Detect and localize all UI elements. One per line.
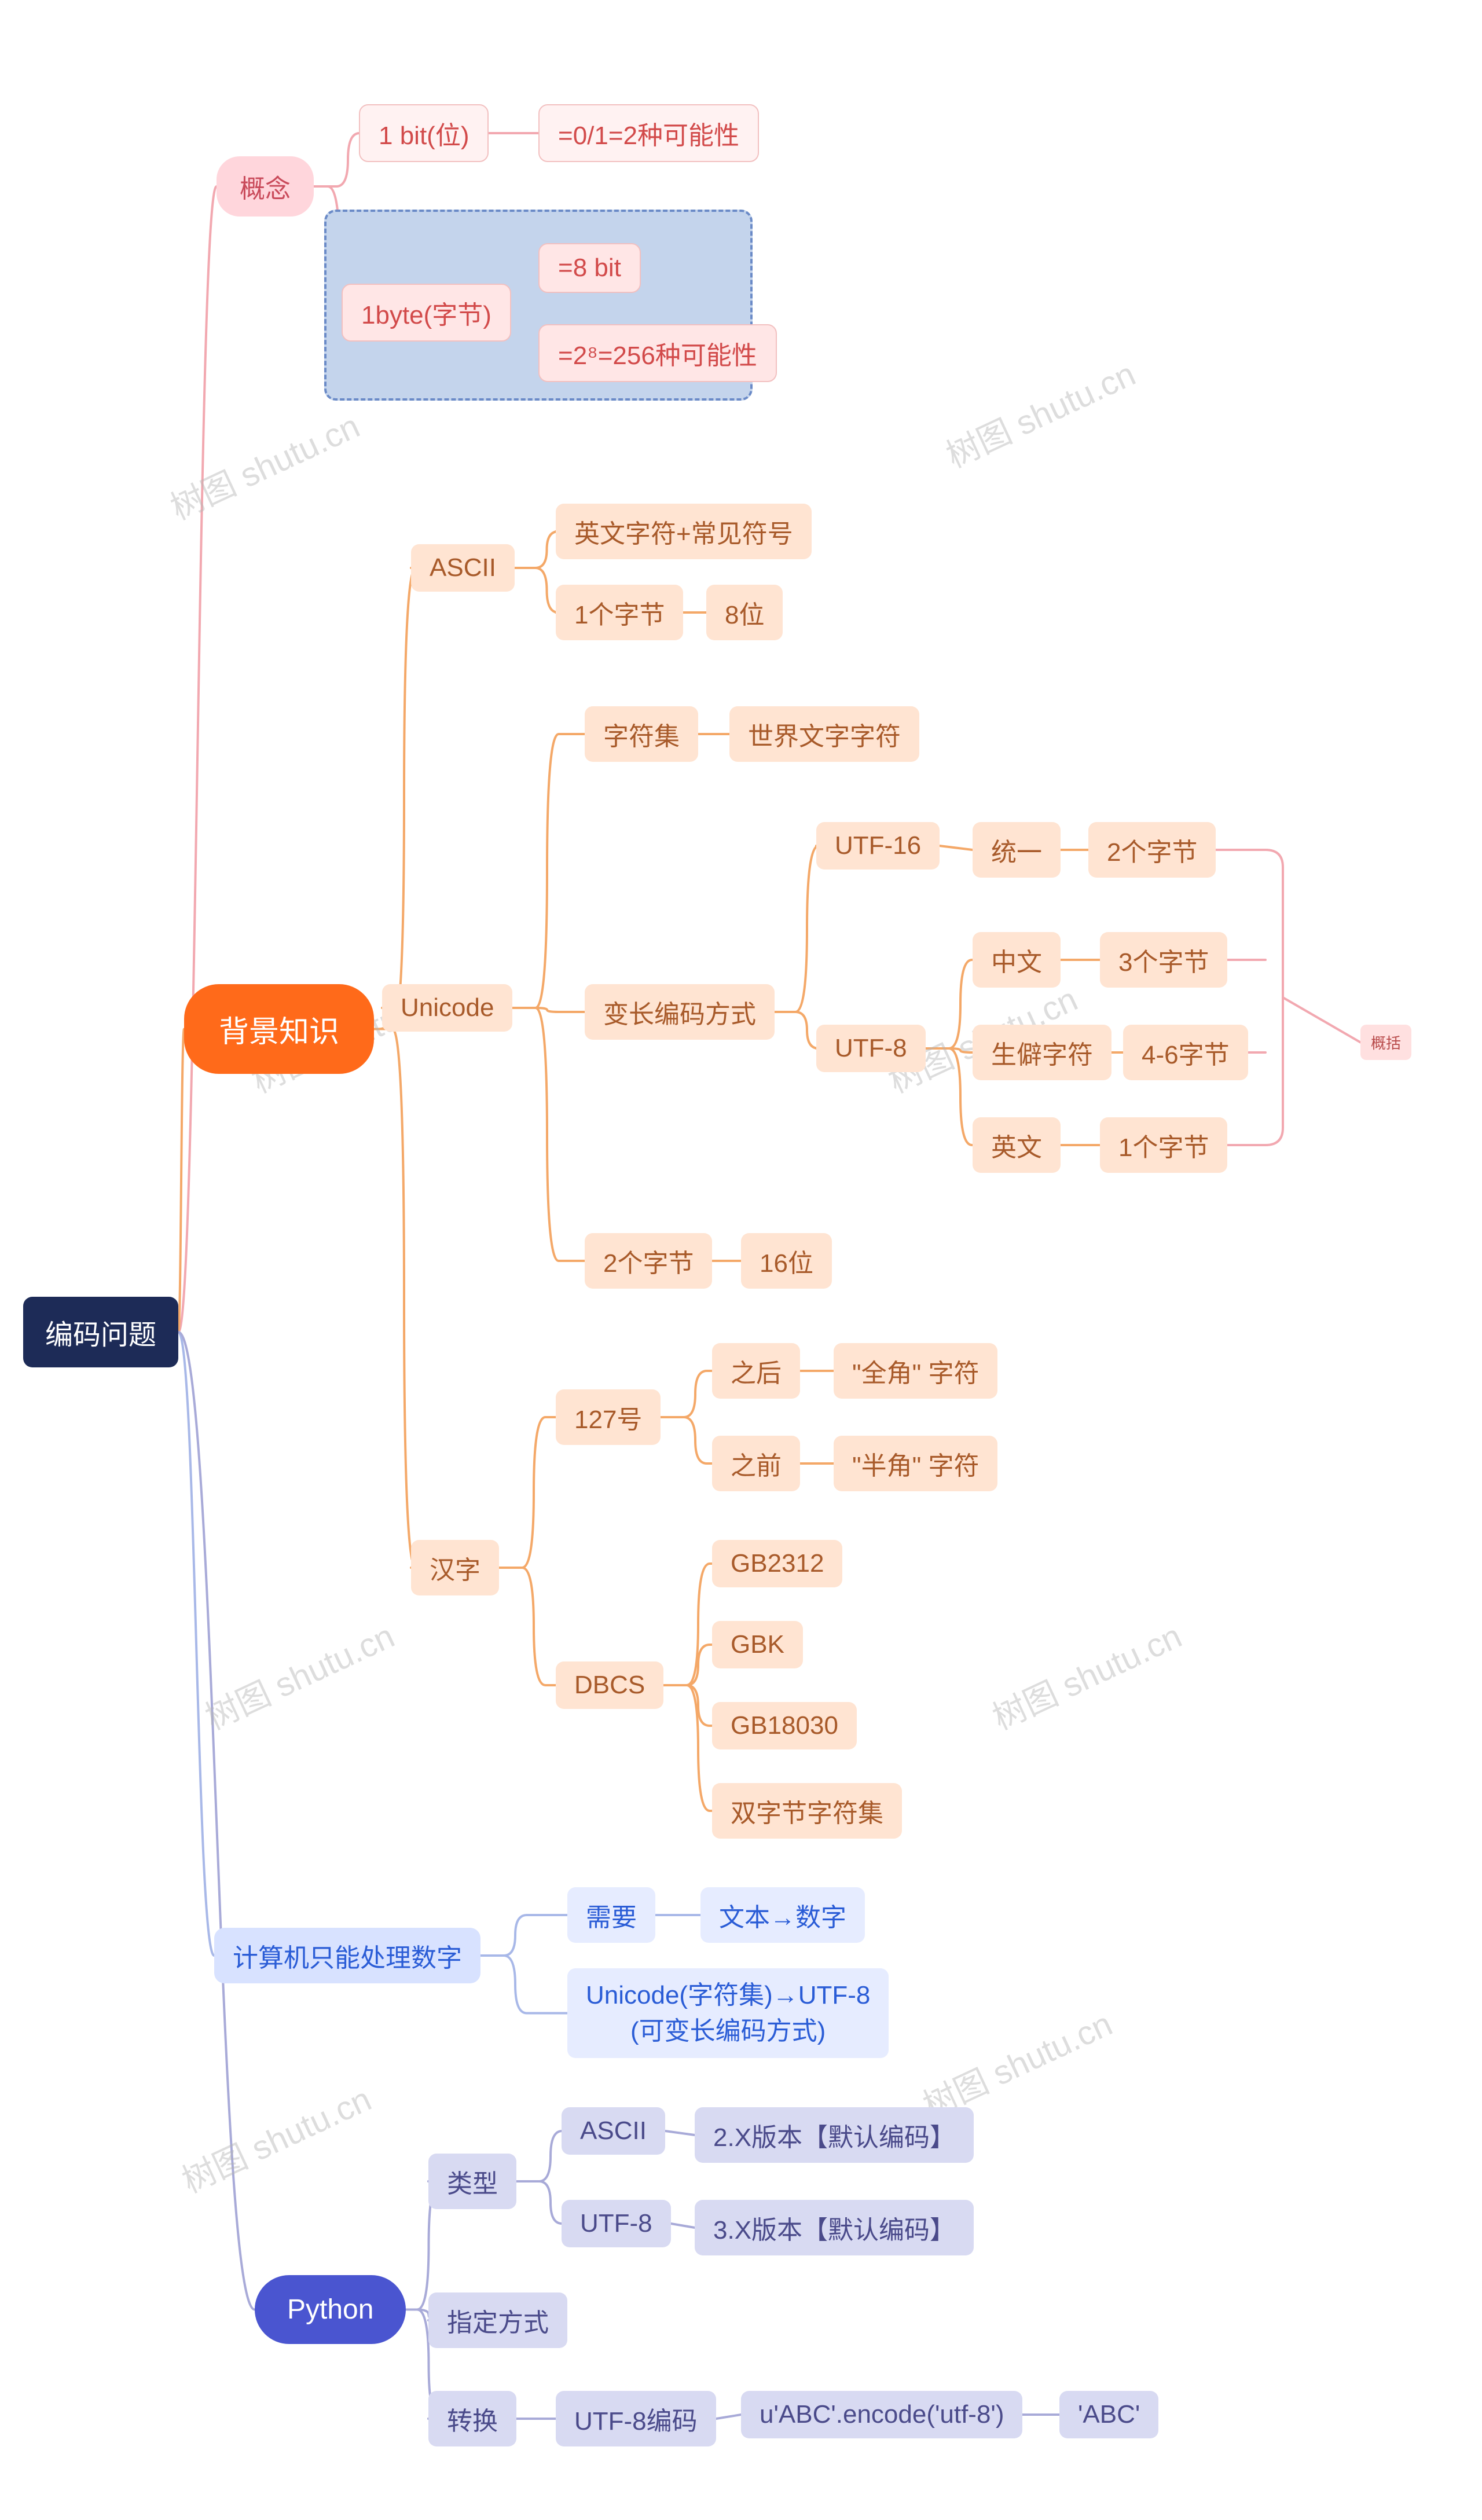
- node-spec[interactable]: 指定方式: [428, 2292, 567, 2348]
- watermark: 树图 shutu.cn: [162, 399, 366, 530]
- node-uni_varlen[interactable]: 变长编码方式: [585, 984, 775, 1040]
- watermark: 树图 shutu.cn: [984, 1609, 1188, 1740]
- node-ascii_en[interactable]: 英文字符+常见符号: [556, 504, 812, 559]
- node-byte8[interactable]: =8 bit: [538, 243, 641, 293]
- node-utf8_en[interactable]: 英文: [973, 1117, 1061, 1173]
- node-utf8[interactable]: UTF-8: [816, 1025, 926, 1072]
- watermark: 树图 shutu.cn: [937, 347, 1142, 478]
- node-concept[interactable]: 概念: [217, 156, 314, 217]
- node-t_utf8[interactable]: UTF-8: [562, 2200, 671, 2247]
- node-dbcs[interactable]: DBCS: [556, 1661, 663, 1709]
- node-python[interactable]: Python: [255, 2275, 406, 2344]
- node-t_utf8_v[interactable]: 3.X版本【默认编码】: [695, 2200, 974, 2255]
- node-utf16_2b[interactable]: 2个字节: [1088, 822, 1216, 878]
- node-dbcs_set[interactable]: 双字节字符集: [712, 1783, 902, 1839]
- node-uni_world[interactable]: 世界文字字符: [729, 706, 919, 762]
- node-uni_16bit[interactable]: 16位: [741, 1233, 832, 1289]
- node-comp_num[interactable]: 计算机只能处理数字: [214, 1928, 480, 1983]
- node-uni_2b[interactable]: 2个字节: [585, 1233, 712, 1289]
- node-ascii[interactable]: ASCII: [411, 544, 515, 592]
- node-type[interactable]: 类型: [428, 2154, 516, 2209]
- node-conv_utf8[interactable]: UTF-8编码: [556, 2391, 716, 2446]
- node-unicode[interactable]: Unicode: [382, 984, 512, 1032]
- node-t_ascii_v[interactable]: 2.X版本【默认编码】: [695, 2107, 974, 2163]
- node-hanzi[interactable]: 汉字: [411, 1540, 499, 1595]
- node-t_ascii[interactable]: ASCII: [562, 2107, 665, 2155]
- node-gb18030[interactable]: GB18030: [712, 1702, 857, 1749]
- mindmap-canvas: 树图 shutu.cn 树图 shutu.cn 树图 shutu.cn 树图 shut…: [0, 0, 1482, 2520]
- node-h127[interactable]: 127号: [556, 1389, 661, 1445]
- node-gb2312[interactable]: GB2312: [712, 1540, 842, 1587]
- node-byte[interactable]: 1byte(字节): [342, 284, 511, 342]
- node-bit2[interactable]: =0/1=2种可能性: [538, 104, 759, 162]
- node-h127_after[interactable]: 之后: [712, 1343, 800, 1399]
- node-uni_charset[interactable]: 字符集: [585, 706, 698, 762]
- node-conv[interactable]: 转换: [428, 2391, 516, 2446]
- node-conv_res[interactable]: 'ABC': [1059, 2391, 1158, 2438]
- node-text2num[interactable]: 文本→数字: [700, 1887, 865, 1943]
- node-utf16_uni[interactable]: 统一: [973, 822, 1061, 878]
- node-h127_before[interactable]: 之前: [712, 1436, 800, 1491]
- watermark: 树图 shutu.cn: [196, 1609, 401, 1740]
- node-conv_code[interactable]: u'ABC'.encode('utf-8'): [741, 2391, 1022, 2438]
- node-utf8_rare46[interactable]: 4-6字节: [1123, 1025, 1248, 1080]
- node-h127_full[interactable]: "全角" 字符: [834, 1343, 997, 1399]
- node-need[interactable]: 需要: [567, 1887, 655, 1943]
- node-utf8_cn3[interactable]: 3个字节: [1100, 932, 1227, 988]
- node-summary[interactable]: 概括: [1360, 1025, 1411, 1060]
- node-ascii_8bit[interactable]: 8位: [706, 585, 783, 640]
- node-ascii_1b[interactable]: 1个字节: [556, 585, 683, 640]
- node-utf8_cn[interactable]: 中文: [973, 932, 1061, 988]
- node-utf8_en1[interactable]: 1个字节: [1100, 1117, 1227, 1173]
- node-h127_half[interactable]: "半角" 字符: [834, 1436, 997, 1491]
- node-bg[interactable]: 背景知识: [184, 984, 374, 1074]
- node-gbk[interactable]: GBK: [712, 1621, 803, 1668]
- node-root[interactable]: 编码问题: [23, 1297, 178, 1367]
- node-utf8_rare[interactable]: 生僻字符: [973, 1025, 1112, 1080]
- node-uni_utf8[interactable]: Unicode(字符集)→UTF-8(可变长编码方式): [567, 1968, 889, 2058]
- node-bit[interactable]: 1 bit(位): [359, 104, 489, 162]
- node-byte256[interactable]: =2⁸=256种可能性: [538, 324, 777, 382]
- watermark: 树图 shutu.cn: [173, 2073, 378, 2203]
- node-utf16[interactable]: UTF-16: [816, 822, 940, 870]
